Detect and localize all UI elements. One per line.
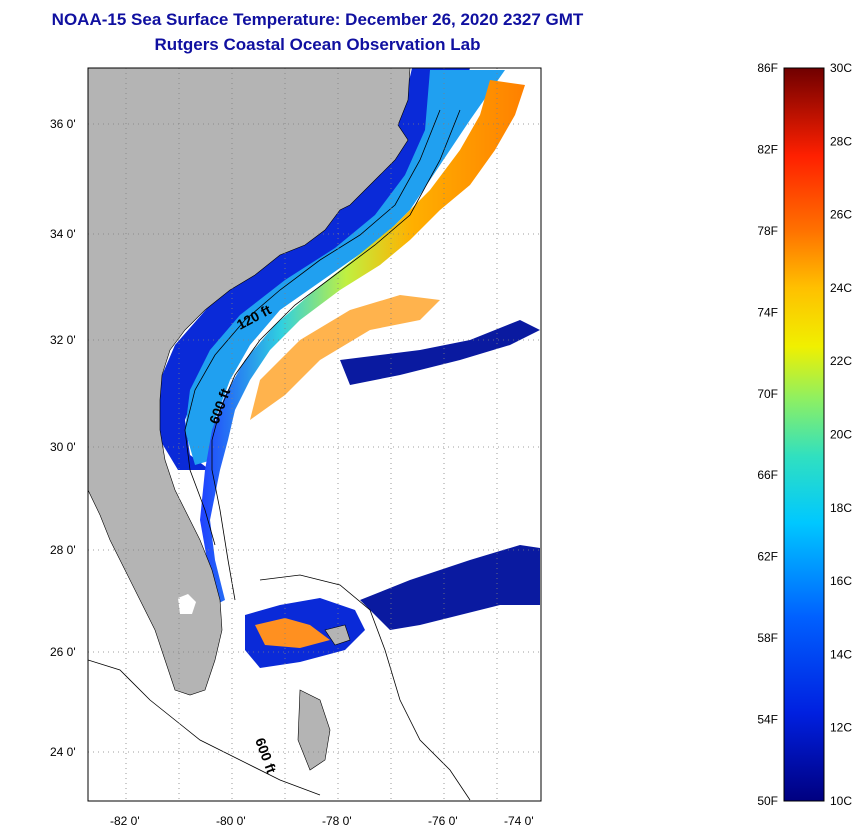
lat-label: 30 0': [50, 440, 76, 454]
lat-label: 28 0': [50, 543, 76, 557]
colorbar-c-label: 22C: [830, 354, 852, 368]
colorbar-f-label: 74F: [757, 305, 778, 319]
lat-label: 24 0': [50, 745, 76, 759]
colorbar-c-label: 14C: [830, 647, 852, 661]
colorbar-c-label: 30C: [830, 61, 852, 75]
map-title: NOAA-15 Sea Surface Temperature: Decembe…: [51, 10, 584, 29]
bahamas-islands: [297, 689, 331, 771]
colorbar-c-label: 28C: [830, 134, 852, 148]
contour-bahamas: [259, 574, 471, 801]
colorbar-f-label: 82F: [757, 142, 778, 156]
lat-label: 32 0': [50, 333, 76, 347]
colorbar: [783, 67, 825, 802]
colorbar-c-label: 20C: [830, 428, 852, 442]
gulf-stream: [200, 80, 525, 605]
lake-okeechobee: [178, 594, 196, 614]
colorbar-f-labels: 86F 82F 78F 74F 70F 66F 62F 58F 54F 50F: [757, 61, 778, 808]
colorbar-c-labels: 30C 28C 26C 24C 22C 20C 18C 16C 14C 12C 10C: [830, 61, 852, 808]
lon-label: -74 0': [504, 814, 534, 828]
southern-cold-patch: [360, 545, 540, 630]
lon-label: -82 0': [110, 814, 140, 828]
colorbar-f-label: 58F: [757, 631, 778, 645]
map-subtitle: Rutgers Coastal Ocean Observation Lab: [154, 35, 481, 54]
bahamas-warm: [255, 618, 330, 648]
colorbar-c-label: 12C: [830, 721, 852, 735]
colorbar-c-label: 16C: [830, 574, 852, 588]
colorbar-f-label: 54F: [757, 713, 778, 727]
land-us-coast: [88, 68, 411, 696]
colorbar-f-label: 62F: [757, 550, 778, 564]
offshore-cold-patches: [340, 320, 540, 385]
sst-shelf-band: [185, 70, 505, 465]
lat-label: 26 0': [50, 645, 76, 659]
colorbar-c-label: 26C: [830, 208, 852, 222]
contour-florida-bay: [88, 659, 321, 796]
map-frame: [87, 67, 542, 802]
warm-offshore-lobe: [250, 295, 440, 420]
contour-600ft: [211, 109, 461, 601]
colorbar-f-label: 86F: [757, 61, 778, 75]
colorbar-f-label: 78F: [757, 224, 778, 238]
bahamas-islands-2: [324, 624, 351, 646]
colorbar-c-label: 24C: [830, 281, 852, 295]
lon-label: -78 0': [322, 814, 352, 828]
lat-label: 34 0': [50, 227, 76, 241]
lon-label: -76 0': [428, 814, 458, 828]
contour-120ft: [184, 109, 441, 546]
lon-label: -80 0': [216, 814, 246, 828]
colorbar-c-label: 10C: [830, 794, 852, 808]
colorbar-f-label: 66F: [757, 468, 778, 482]
lat-label: 36 0': [50, 117, 76, 131]
colorbar-c-label: 18C: [830, 501, 852, 515]
colorbar-f-label: 50F: [757, 794, 778, 808]
colorbar-f-label: 70F: [757, 387, 778, 401]
lat-lon-grid: [88, 68, 541, 801]
